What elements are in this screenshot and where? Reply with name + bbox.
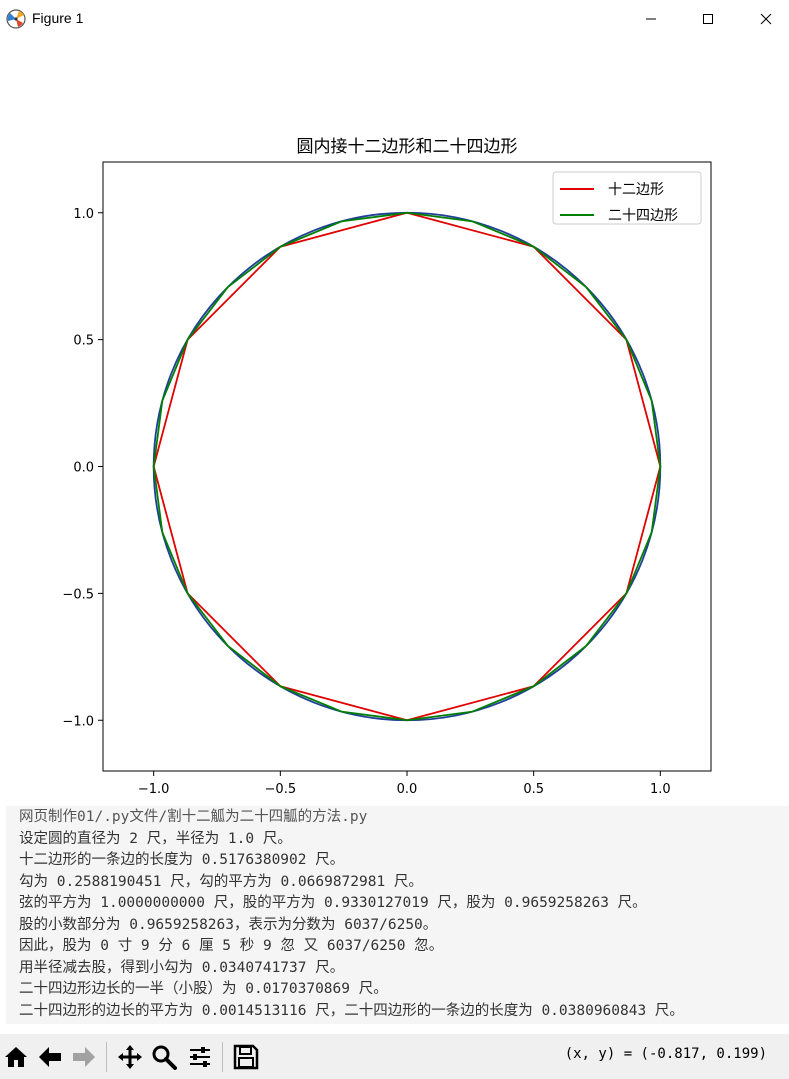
console-line: 因此，股为 0 寸 9 分 6 厘 5 秒 9 忽 又 6037/6250 忽。 [19, 938, 444, 954]
figure-canvas[interactable]: 圆内接十二边形和二十四边形 −1.0 −0.5 0.0 0.5 1.0 −1.0 −0.5 0… [0, 38, 789, 805]
toolbar-separator [222, 1042, 223, 1072]
minimize-icon [646, 18, 656, 20]
forward-icon [73, 1047, 95, 1067]
legend-box [552, 171, 702, 225]
navigation-toolbar: (x, y) = (-0.817, 0.199) [0, 1034, 789, 1079]
chart: 圆内接十二边形和二十四边形 −1.0 −0.5 0.0 0.5 1.0 −1.0 −0.5 0… [62, 137, 712, 797]
console-line: 网页制作01/.py文件/割十二觚为二十四觚的方法.py [19, 809, 368, 825]
cursor-coordinates: (x, y) = (-0.817, 0.199) [564, 1046, 767, 1062]
configure-button[interactable] [186, 1043, 214, 1071]
maximize-button[interactable] [685, 0, 731, 38]
console-line: 设定圆的直径为 2 尺，半径为 1.0 尺。 [19, 830, 292, 847]
y-tick-label: 0.5 [73, 334, 94, 349]
back-button[interactable] [36, 1043, 64, 1071]
zoom-icon [152, 1045, 177, 1070]
legend-label: 十二边形 [608, 182, 664, 198]
y-tick-label: −1.0 [62, 714, 94, 729]
y-tick-label: 1.0 [73, 207, 94, 222]
y-tick-label: −0.5 [62, 587, 94, 602]
save-button[interactable] [232, 1043, 260, 1071]
x-tick-label: 0.0 [397, 782, 418, 797]
close-button[interactable] [743, 0, 789, 38]
console-line: 二十四边形的边长的平方为 0.0014513116 尺，二十四边形的一条边的长度… [19, 1002, 684, 1019]
configure-icon [190, 1047, 210, 1067]
x-tick-label: −0.5 [265, 782, 297, 797]
x-tick-label: 1.0 [650, 782, 671, 797]
window-titlebar: Figure 1 [0, 0, 789, 39]
plot-frame [102, 161, 712, 772]
chart-title: 圆内接十二边形和二十四边形 [297, 137, 518, 157]
save-icon [233, 1044, 259, 1070]
close-icon [760, 13, 772, 25]
zoom-button[interactable] [150, 1043, 178, 1071]
maximize-icon [703, 14, 713, 24]
home-icon [5, 1047, 27, 1067]
y-tick-label: 0.0 [73, 461, 94, 476]
console-line: 二十四边形边长的一半（小股）为 0.0170370869 尺。 [19, 981, 388, 997]
home-button[interactable] [2, 1043, 30, 1071]
circle-series [152, 211, 662, 722]
x-tick-label: −1.0 [138, 782, 170, 797]
back-icon [39, 1047, 61, 1067]
console-line: 十二边形的一条边的长度为 0.5176380902 尺。 [19, 852, 345, 868]
forward-button[interactable] [70, 1043, 98, 1071]
polygon-series-12 [152, 211, 662, 722]
pan-icon [118, 1045, 142, 1069]
polygon-series-24 [152, 211, 662, 722]
minimize-button[interactable] [628, 0, 674, 38]
console-line: 用半径减去股，得到小勾为 0.0340741737 尺。 [19, 959, 345, 976]
console-output: 网页制作01/.py文件/割十二觚为二十四觚的方法.py 设定圆的直径为 2 尺，… [6, 806, 789, 1024]
console-line: 勾为 0.2588190451 尺，勾的平方为 0.0669872981 尺。 [19, 873, 423, 890]
console-line: 弦的平方为 1.0000000000 尺，股的平方为 0.9330127019 … [19, 895, 647, 911]
console-line: 股的小数部分为 0.9659258263，表示为分数为 6037/6250。 [19, 916, 438, 933]
x-tick-label: 0.5 [523, 782, 544, 797]
pan-button[interactable] [116, 1043, 144, 1071]
legend-label: 二十四边形 [608, 208, 678, 224]
toolbar-separator [106, 1042, 107, 1072]
matplotlib-icon [6, 9, 26, 29]
window-title: Figure 1 [32, 10, 84, 26]
